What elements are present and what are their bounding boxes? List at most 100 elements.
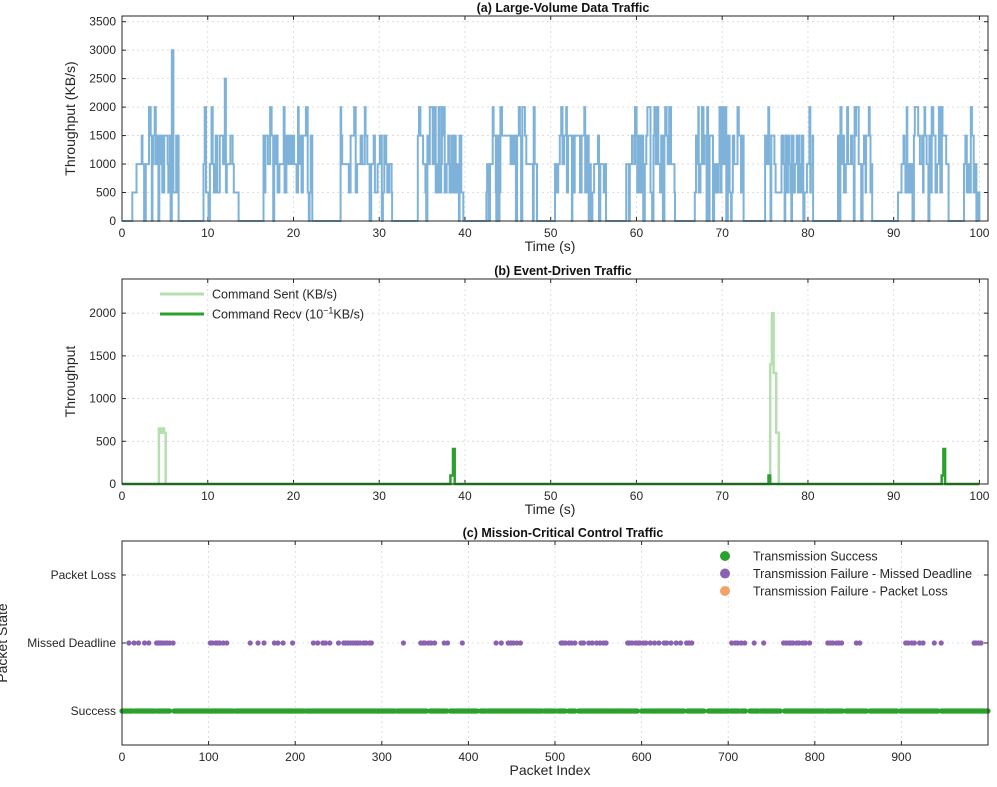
success-point: [634, 708, 640, 714]
legend-label: Command Sent (KB/s): [212, 288, 337, 302]
missed-deadline-point: [761, 640, 767, 646]
y-tick-label: Missed Deadline: [27, 636, 116, 650]
y-tick-label: Success: [71, 704, 116, 718]
y-tick-label: 0: [109, 214, 116, 228]
missed-deadline-point: [368, 640, 374, 646]
success-markers: [119, 708, 991, 714]
missed-deadline-point: [126, 640, 132, 646]
missed-deadline-point: [261, 640, 267, 646]
y-tick-label: 2000: [89, 306, 116, 320]
missed-deadline-point: [445, 640, 451, 646]
missed-deadline-point: [315, 640, 321, 646]
x-tick-label: 80: [801, 226, 815, 240]
y-tick-label: 3000: [89, 43, 116, 57]
missed-deadline-point: [493, 640, 499, 646]
x-tick-label: 20: [287, 226, 301, 240]
missed-deadline-point: [589, 640, 595, 646]
missed-deadline-point: [678, 640, 684, 646]
missed-deadline-point: [335, 640, 342, 646]
x-tick-label: 700: [718, 750, 738, 764]
missed-deadline-point: [224, 640, 230, 646]
x-tick-label: 400: [458, 750, 478, 764]
success-point: [777, 708, 783, 714]
legend-label: Command Recv (10−1KB/s): [212, 306, 364, 322]
x-axis-label: Time (s): [525, 501, 576, 517]
panel-a: 0 10 20 30 40 50 60 70 80 90 100050010001500200025…: [62, 1, 990, 254]
success-point: [742, 708, 749, 714]
missed-deadline-point: [802, 640, 808, 646]
missed-deadline-point: [911, 640, 918, 646]
y-axis-label: Throughput: [62, 346, 78, 418]
missed-deadline-point: [807, 640, 813, 646]
missed-deadline-point: [247, 640, 253, 646]
x-tick-label: 600: [632, 750, 652, 764]
y-tick-label: 1500: [89, 129, 116, 143]
missed-deadline-point: [141, 640, 148, 646]
y-tick-label: 3500: [89, 15, 116, 29]
legend-marker: [720, 586, 730, 596]
missed-deadline-markers: [126, 640, 984, 646]
x-tick-label: 70: [716, 226, 730, 240]
legend: Transmission Success Transmission Failure…: [720, 550, 972, 599]
x-tick-label: 10: [201, 489, 215, 503]
legend: Command Sent (KB/s) Command Recv (10−1KB/…: [160, 288, 364, 322]
missed-deadline-point: [170, 640, 176, 646]
missed-deadline-point: [432, 640, 438, 646]
x-axis-label: Time (s): [525, 238, 576, 254]
plot-frame: [121, 15, 989, 222]
missed-deadline-point: [572, 640, 578, 646]
plot-frame: [121, 540, 989, 746]
x-tick-label: 10: [201, 226, 215, 240]
missed-deadline-point: [400, 640, 406, 646]
y-tick-label: Packet Loss: [51, 568, 116, 582]
y-axis-label: Packet State: [0, 603, 10, 683]
missed-deadline-point: [978, 640, 984, 646]
missed-deadline-point: [322, 640, 329, 646]
missed-deadline-point: [290, 640, 296, 646]
missed-deadline-point: [742, 640, 748, 646]
missed-deadline-point: [647, 640, 653, 646]
x-tick-label: 20: [287, 489, 301, 503]
missed-deadline-point: [643, 640, 649, 646]
missed-deadline-point: [131, 640, 137, 646]
y-tick-label: 1000: [89, 157, 116, 171]
y-tick-label: 2000: [89, 100, 116, 114]
missed-deadline-point: [459, 640, 465, 646]
legend-label: Transmission Failure - Packet Loss: [753, 585, 948, 599]
missed-deadline-point: [751, 640, 757, 646]
missed-deadline-point: [857, 640, 863, 646]
missed-deadline-point: [146, 640, 152, 646]
x-tick-label: 0: [119, 489, 126, 503]
x-tick-label: 200: [285, 750, 305, 764]
y-axis-label: Throughput (KB/s): [62, 61, 78, 175]
legend-marker: [720, 551, 730, 561]
panel-b: 0 10 20 30 40 50 60 70 80 90 1000500100015002000(b…: [62, 264, 990, 517]
x-tick-label: 100: [969, 489, 989, 503]
missed-deadline-point: [673, 640, 679, 646]
x-tick-label: 60: [630, 226, 644, 240]
missed-deadline-point: [668, 640, 674, 646]
x-tick-label: 90: [887, 226, 901, 240]
missed-deadline-point: [498, 640, 504, 646]
x-tick-label: 80: [801, 489, 815, 503]
y-tick-label: 500: [96, 434, 116, 448]
missed-deadline-point: [135, 640, 142, 646]
legend-label: Transmission Failure - Missed Deadline: [753, 567, 972, 581]
success-point: [167, 708, 173, 714]
missed-deadline-point: [310, 640, 316, 646]
panel-c: 0 100 200 300 400 500 600 700 800 900 Success Misse…: [0, 526, 991, 778]
chart-title: (b) Event-Driven Traffic: [494, 264, 632, 278]
missed-deadline-point: [938, 640, 944, 646]
x-tick-label: 500: [545, 750, 565, 764]
missed-deadline-point: [581, 640, 587, 646]
x-tick-label: 0: [119, 750, 126, 764]
success-point: [701, 708, 707, 714]
x-tick-label: 50: [544, 226, 558, 240]
command-recv-series: [122, 447, 980, 486]
missed-deadline-point: [656, 640, 662, 646]
x-tick-label: 0: [119, 226, 126, 240]
missed-deadline-point: [664, 640, 670, 646]
missed-deadline-point: [255, 640, 261, 646]
missed-deadline-point: [603, 640, 609, 646]
